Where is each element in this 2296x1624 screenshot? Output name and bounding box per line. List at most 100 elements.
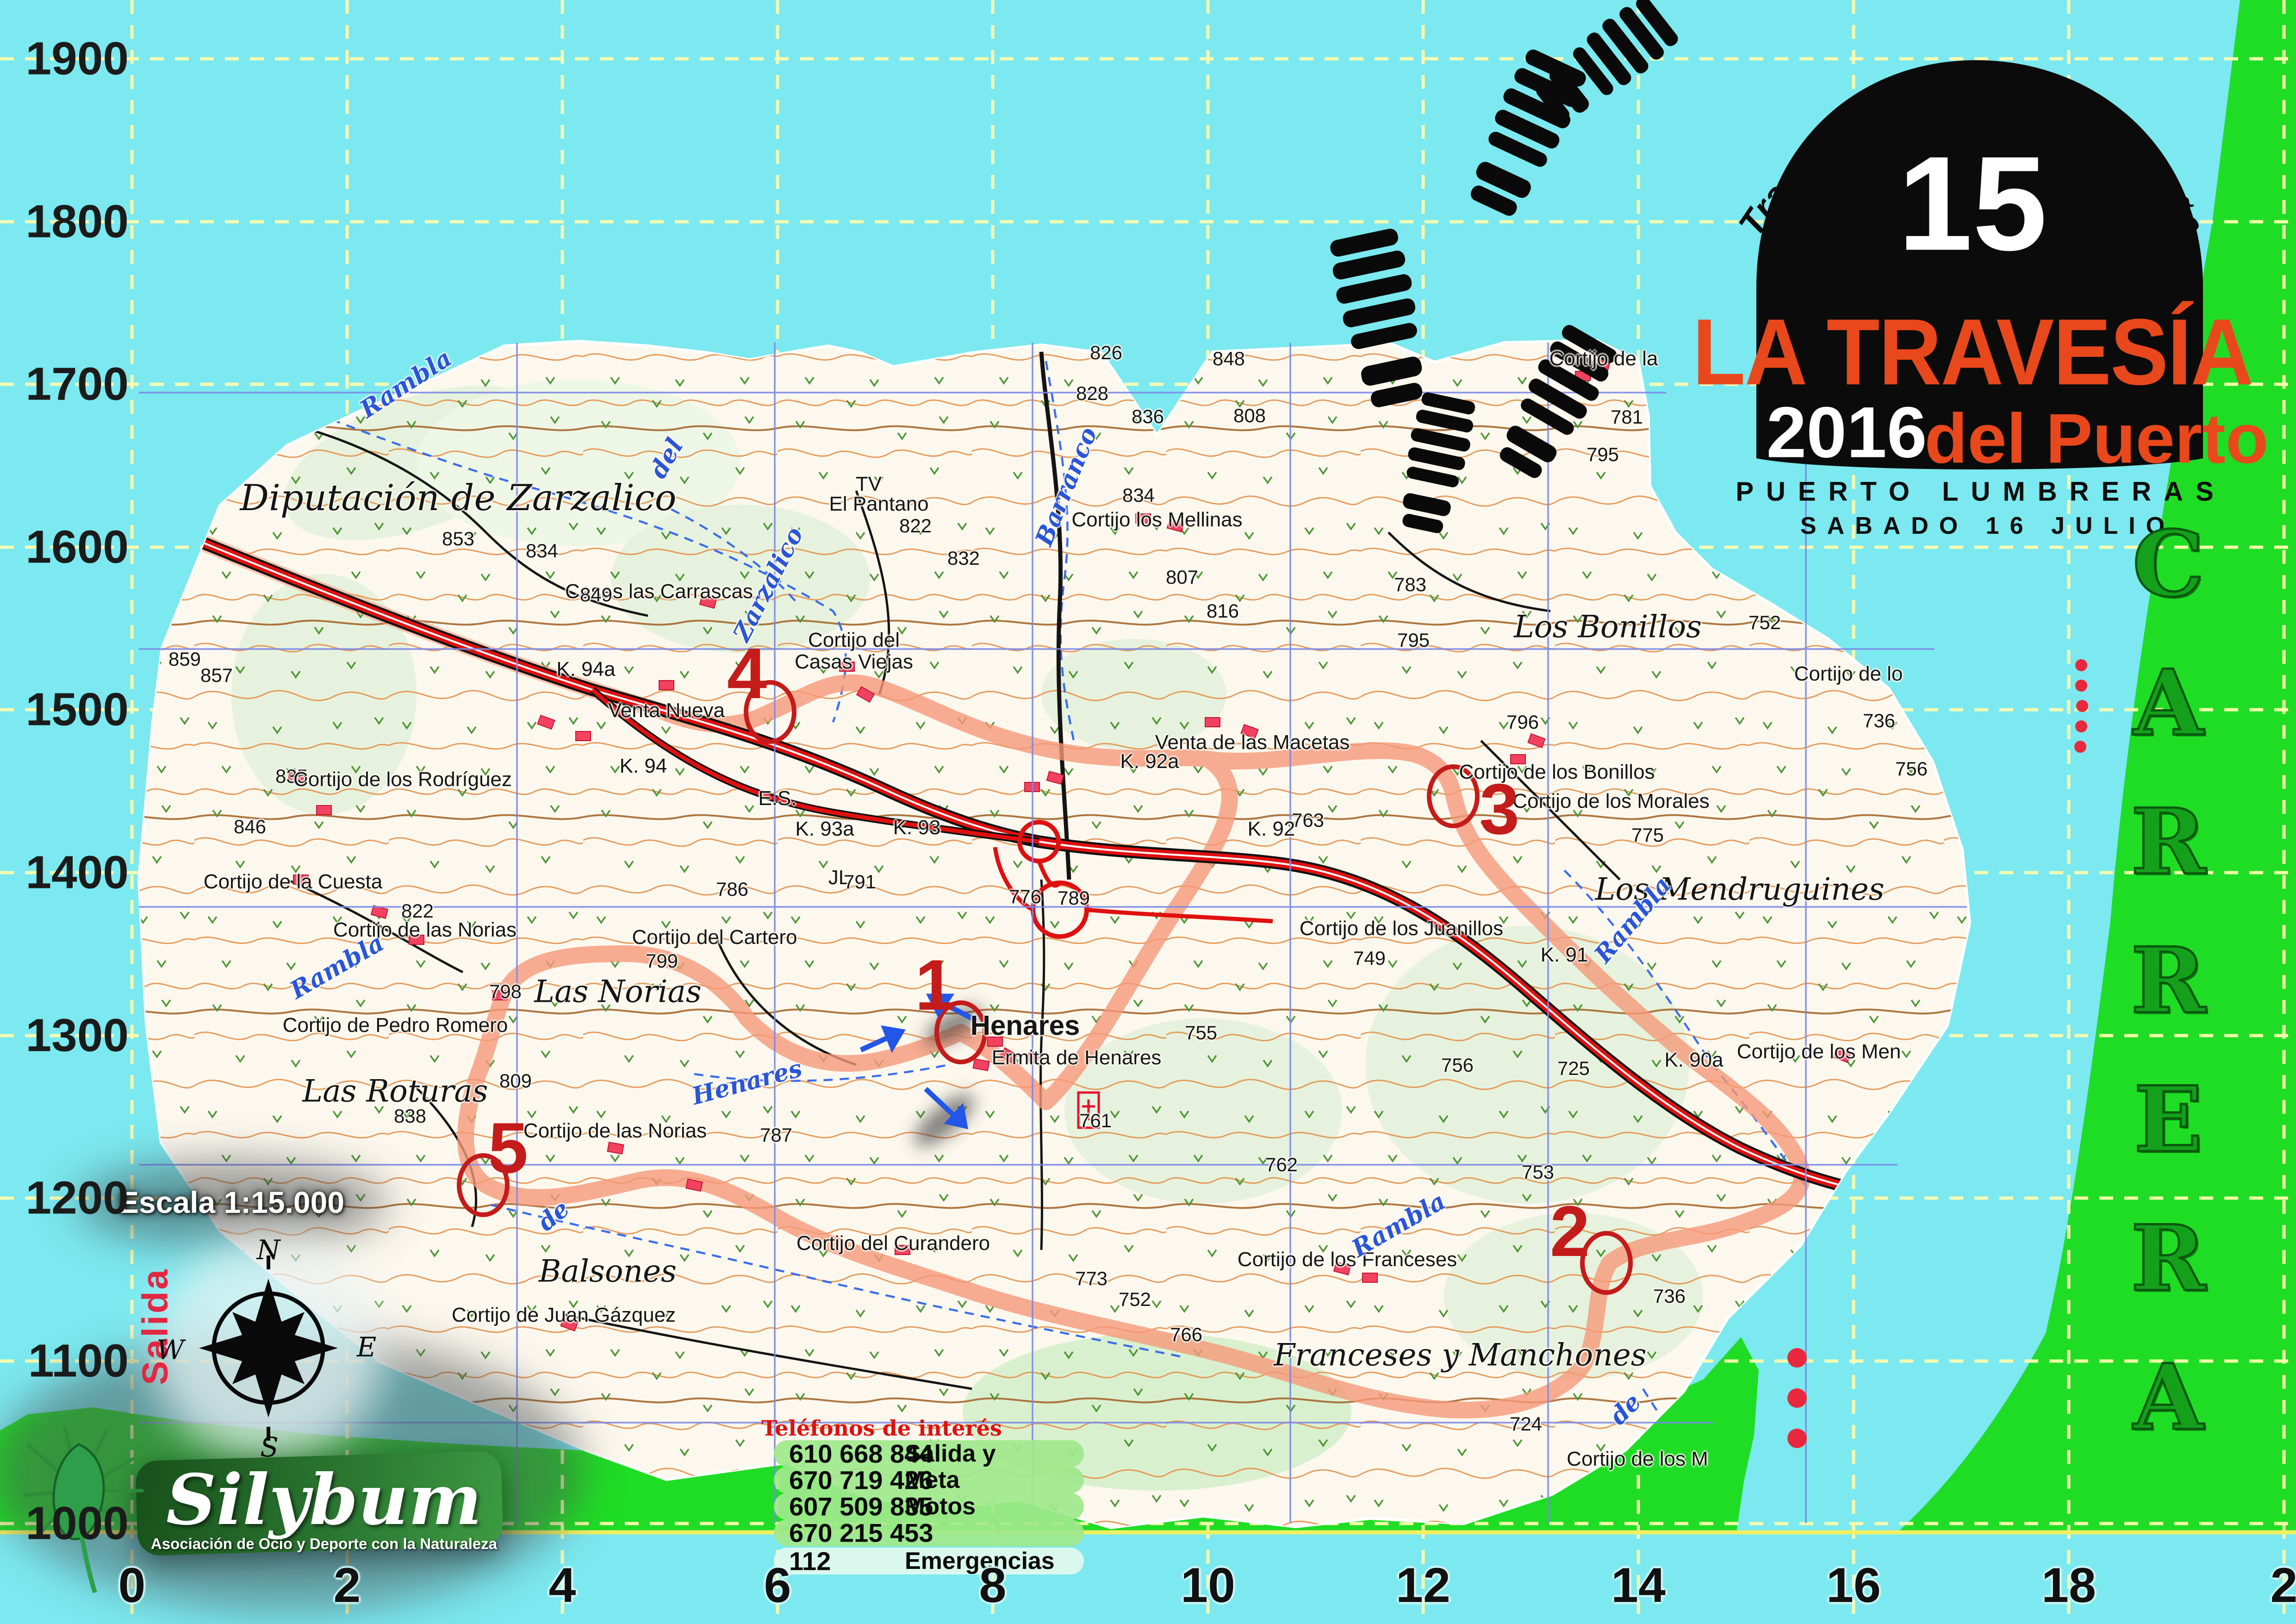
- map-label: 791: [843, 871, 877, 893]
- checkpoint-number: 3: [1479, 769, 1520, 849]
- y-axis-tick: 1700: [25, 358, 129, 410]
- carrera-letter: R: [2129, 787, 2207, 896]
- x-axis-tick: 12: [1396, 1558, 1450, 1613]
- badge-subtitle: del Puerto: [1924, 399, 2269, 478]
- map-label: 783: [1394, 574, 1427, 595]
- minor-roads: [259, 351, 1621, 1390]
- map-label: Cortijo de las Norias: [333, 918, 517, 941]
- map-label: Venta Nueva: [608, 699, 725, 722]
- map-label: 807: [1165, 566, 1199, 588]
- map-label: 859: [168, 648, 201, 670]
- y-axis-tick: 1200: [25, 1172, 129, 1224]
- building-markers: [287, 358, 1970, 1471]
- y-axis-tick: 1100: [28, 1335, 129, 1387]
- map-label: 822: [401, 900, 434, 922]
- phone-number: 607 509 835: [789, 1492, 933, 1521]
- map-label: Cortijo de los Franceses: [1237, 1248, 1457, 1271]
- y-axis-tick: 1000: [25, 1497, 129, 1549]
- map-label: Las Norias: [534, 974, 702, 1010]
- phone-box-title: Teléfonos de interés: [761, 1416, 1002, 1441]
- map-label: Cortijo de Juan Gázquez: [451, 1304, 676, 1326]
- map-label: 835: [275, 765, 308, 787]
- y-axis-tick: 1900: [25, 32, 129, 85]
- map-label: Venta de las Macetas: [1155, 731, 1350, 754]
- scale-label: Escala 1:15.000: [118, 1185, 345, 1219]
- map-label: K. 93: [893, 816, 941, 839]
- map-label: 787: [759, 1124, 793, 1146]
- map-label: Cortijo de lo: [1794, 662, 1903, 685]
- map-label: 766: [1170, 1324, 1203, 1345]
- map-label: 808: [1233, 405, 1266, 426]
- map-label: 789: [1057, 887, 1090, 909]
- x-axis-tick: 10: [1181, 1558, 1235, 1613]
- map-label: 763: [1291, 809, 1325, 831]
- checkpoint-circle: [744, 680, 796, 744]
- x-axis-tick: 8: [979, 1558, 1007, 1613]
- map-label: K. 90a: [1664, 1049, 1724, 1071]
- checkpoint-circle: [1580, 1231, 1633, 1295]
- map-label: Cortijo de la: [1549, 347, 1658, 370]
- phone-number: 670 719 426: [789, 1465, 933, 1495]
- map-label: 799: [645, 950, 678, 972]
- x-axis-tick: 6: [764, 1558, 791, 1613]
- phone-label: Emergencias: [905, 1548, 1055, 1574]
- map-label: 755: [1184, 1022, 1218, 1043]
- map-label: 838: [393, 1105, 427, 1127]
- phone-number: 670 215 453: [789, 1518, 933, 1548]
- route-arrows: [859, 993, 978, 1130]
- map-label: Cortijo los Mellinas: [1071, 508, 1243, 531]
- map-label: K. 93a: [795, 818, 854, 840]
- map-label: Casas Viejas: [795, 650, 913, 673]
- map-label: 795: [1586, 443, 1619, 465]
- map-label: 834: [525, 540, 559, 562]
- grid-blue: [139, 343, 1967, 1523]
- map-label: 776: [1008, 886, 1042, 907]
- x-axis-tick: 4: [548, 1558, 576, 1613]
- y-axis-tick: 1800: [25, 195, 129, 248]
- map-label: K. 92: [1247, 818, 1295, 840]
- map-label: Cortijo del: [808, 629, 900, 651]
- map-label: 749: [1353, 947, 1386, 969]
- map-label: 853: [442, 528, 475, 550]
- map-label: Henares: [970, 1010, 1080, 1041]
- map-label: 753: [1521, 1161, 1555, 1183]
- map-label: Cortijo de los Rodríguez: [293, 768, 512, 791]
- compass-west-label: W: [156, 1334, 184, 1366]
- map-label: 736: [1653, 1285, 1686, 1307]
- map-label: 857: [200, 664, 233, 686]
- map-label: K. 91: [1540, 943, 1588, 966]
- map-label: 828: [1076, 382, 1109, 404]
- checkpoint-circles: [457, 680, 1633, 1295]
- map-label: Cortijo de los Juanillos: [1299, 917, 1504, 940]
- map-label: K. 94a: [556, 658, 616, 681]
- compass-east-label: E: [356, 1331, 377, 1363]
- checkpoint-number: 5: [488, 1108, 529, 1188]
- badge-edition-number: 15: [1898, 128, 2047, 279]
- map-label: Ermita de Henares: [991, 1046, 1162, 1069]
- checkpoint-number: 4: [727, 633, 767, 713]
- map-label: E.S.: [758, 787, 797, 810]
- map-label: Cortijo de la Cuesta: [203, 870, 383, 893]
- map-label: Los Mendruguines: [1595, 871, 1885, 907]
- map-label: 848: [1212, 348, 1245, 369]
- route-dots: [1787, 659, 2088, 1448]
- thistle-icon: [23, 1425, 143, 1593]
- phone-row: [774, 1548, 1084, 1574]
- map-label: Cortijo de los Men: [1736, 1040, 1901, 1063]
- map-label: JL: [828, 866, 850, 889]
- salida-label: Salida: [134, 1268, 175, 1385]
- carrera-letter: E: [2133, 1065, 2204, 1174]
- phone-number: 610 668 844: [789, 1439, 933, 1468]
- map-label: 796: [1506, 711, 1539, 733]
- checkpoint-circle: [934, 1000, 987, 1064]
- map-label: K. 92a: [1120, 750, 1179, 773]
- map-label: K. 94: [619, 755, 667, 777]
- map-label: 775: [1631, 824, 1664, 846]
- map-label: Cortijo de las Norias: [523, 1119, 707, 1142]
- logo-name: Silybum: [166, 1459, 482, 1541]
- cross-symbol: [1077, 1091, 1100, 1129]
- event-badge-shape: [1756, 60, 2203, 469]
- map-label: 736: [1862, 710, 1896, 731]
